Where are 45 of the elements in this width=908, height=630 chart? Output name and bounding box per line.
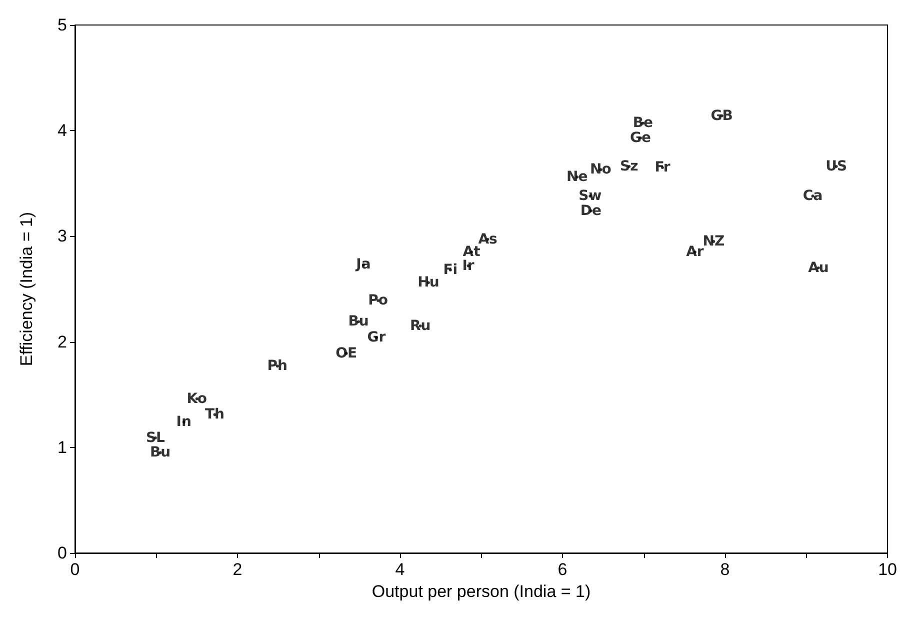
annotation: US <box>826 158 848 175</box>
x-tick-label: 10 <box>878 560 898 579</box>
annotation: No <box>590 162 612 178</box>
y-tick-label: 5 <box>58 16 67 34</box>
x-axis-title: Output per person (India = 1) <box>372 582 591 601</box>
annotation: Th <box>204 406 225 423</box>
x-tick-label: 4 <box>395 560 405 579</box>
annotation: As <box>478 231 498 248</box>
annotation: Ru <box>410 318 431 334</box>
annotation: Fi <box>443 262 458 278</box>
y-tick-label: 3 <box>58 226 67 246</box>
annotation: Bu <box>150 444 171 461</box>
annotation: De <box>580 202 602 219</box>
annotation: Sw <box>578 188 602 204</box>
y-tick-label: 1 <box>58 438 67 457</box>
annotation: At <box>462 244 481 260</box>
annotation: Ja <box>355 256 371 273</box>
annotation: Ar <box>686 244 704 260</box>
annotation: Ir <box>462 258 474 274</box>
annotation: Bu <box>348 314 369 330</box>
annotation: Au <box>808 260 829 276</box>
annotation: SL <box>146 430 166 446</box>
annotation: Ph <box>267 358 288 374</box>
annotation: Hu <box>418 274 440 291</box>
x-tick-label: 8 <box>720 560 730 579</box>
annotation: NZ <box>702 233 725 250</box>
annotation: Be <box>632 115 654 132</box>
annotation: Ge <box>630 130 652 146</box>
x-tick-label: 6 <box>558 560 568 579</box>
annotation: OE <box>336 345 358 362</box>
y-tick-label: 4 <box>58 121 67 140</box>
annotation: Ko <box>186 390 208 407</box>
x-tick-label: 0 <box>70 560 80 579</box>
y-tick-label: 2 <box>58 332 67 352</box>
annotation: Gr <box>367 330 386 346</box>
y-axis-title: Efficiency (India = 1) <box>17 212 36 366</box>
annotation: Ca <box>802 188 823 204</box>
y-tick-label: 0 <box>58 544 67 562</box>
annotation: Po <box>368 292 388 309</box>
x-tick-label: 2 <box>232 560 242 579</box>
annotation: Ne <box>566 169 588 186</box>
annotation: Sz <box>620 158 638 175</box>
annotation: Fr <box>654 160 670 176</box>
annotation: In <box>176 414 192 430</box>
annotation: GB <box>710 108 733 124</box>
